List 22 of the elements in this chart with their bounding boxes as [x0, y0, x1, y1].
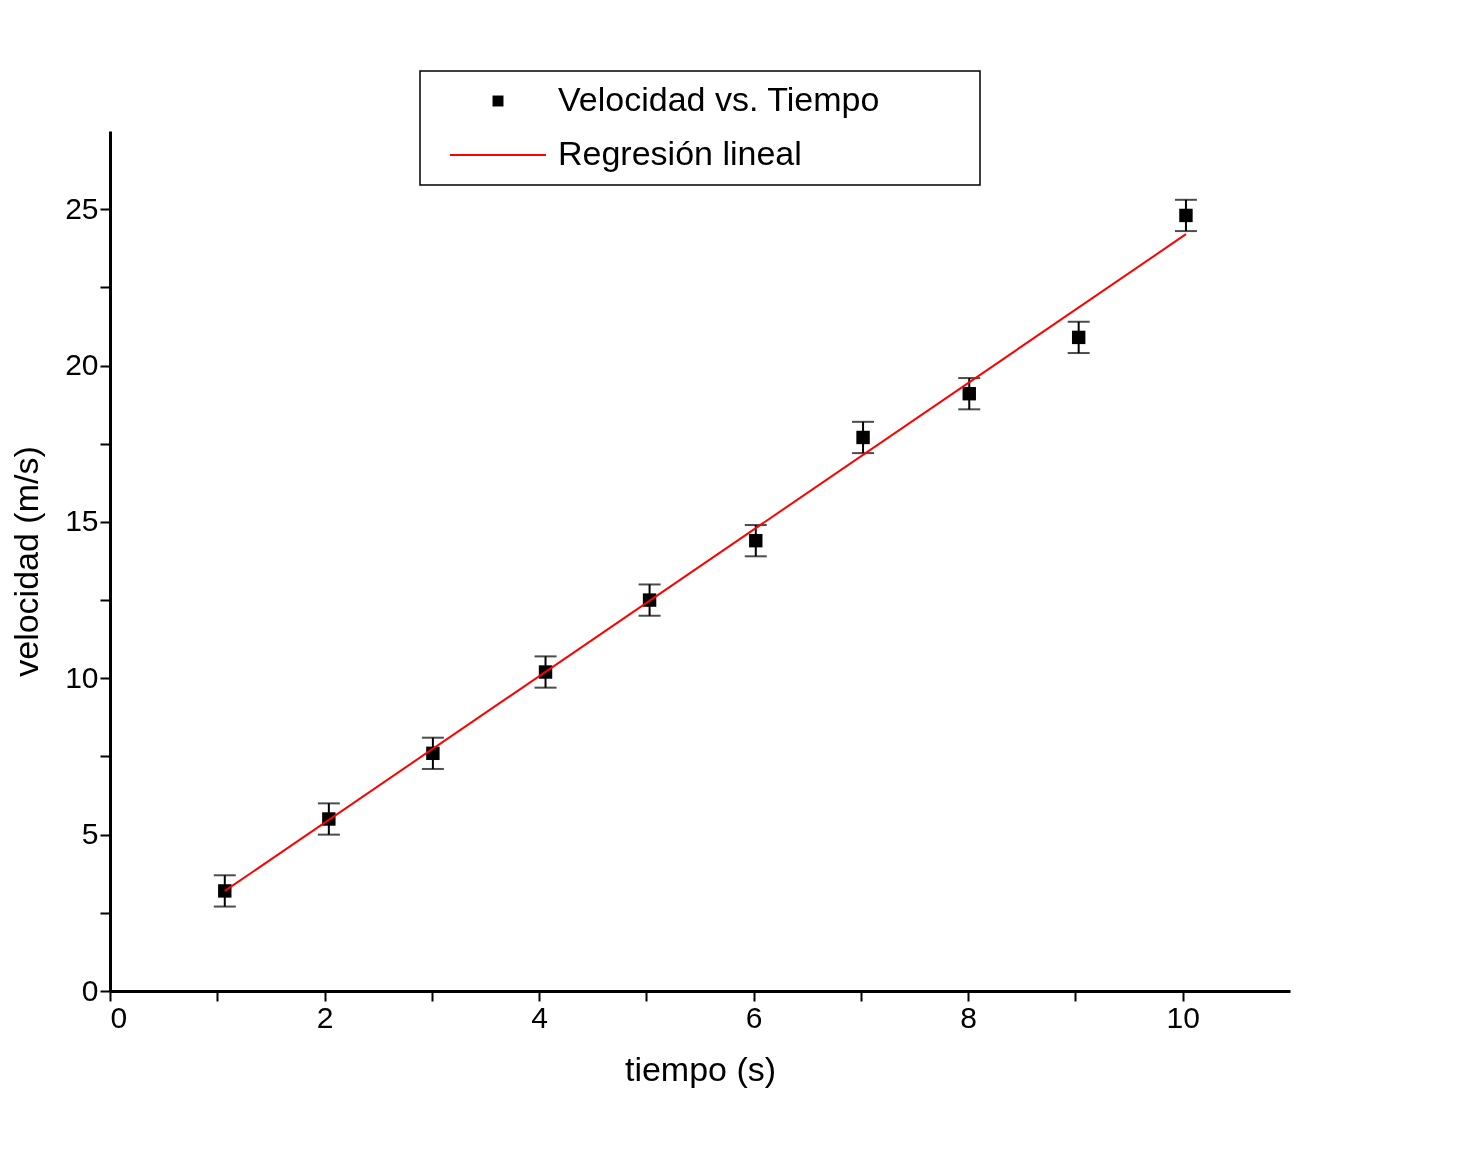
point	[962, 386, 976, 401]
point	[749, 533, 763, 548]
y-tick-label: 25	[65, 191, 99, 225]
x-tick-label: 8	[960, 1000, 978, 1034]
x-axis-title: tiempo (s)	[624, 1049, 777, 1088]
point	[218, 884, 232, 898]
point	[1071, 330, 1086, 345]
y-tick-label: 10	[65, 660, 99, 694]
x-tick-label: 10	[1166, 1000, 1200, 1034]
point	[856, 430, 870, 445]
y-tick-label: 5	[81, 817, 99, 851]
y-tick-label: 15	[65, 504, 99, 538]
y-axis-title: velocidad (m/s)	[7, 446, 46, 677]
y-tick-label: 0	[81, 973, 99, 1007]
x-tick-label: 4	[531, 1000, 548, 1034]
x-tick-label: 6	[745, 1000, 763, 1034]
legend-label: Regresión lineal	[558, 134, 802, 172]
point	[1179, 208, 1193, 223]
y-tick-label: 20	[65, 348, 99, 382]
x-tick-label: 2	[316, 1000, 334, 1034]
x-tick-label: 0	[110, 1000, 128, 1034]
legend-label: Velocidad vs. Tiempo	[558, 80, 880, 118]
